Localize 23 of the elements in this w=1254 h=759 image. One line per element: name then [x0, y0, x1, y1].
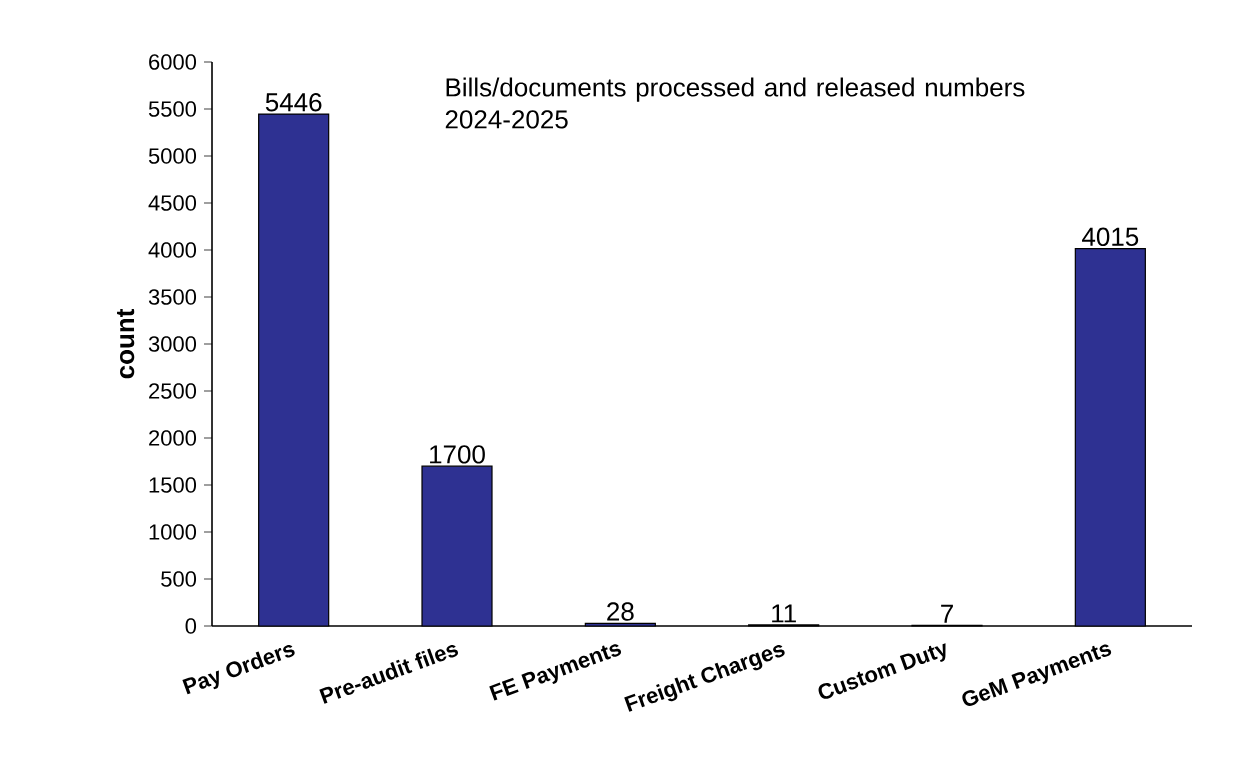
x-tick-label: Pay Orders	[182, 645, 295, 695]
y-tick-label: 4000	[148, 242, 197, 258]
y-tick-label: 2000	[149, 430, 197, 446]
data-label: 5446	[265, 93, 322, 112]
y-tick-label: 4500	[148, 195, 197, 211]
y-tick-label: 0	[185, 618, 197, 634]
y-tick-label: 5000	[148, 148, 197, 164]
y-tick-label: 1500	[149, 477, 197, 493]
data-label: 28	[607, 602, 634, 621]
y-tick-label: 3000	[148, 336, 197, 352]
data-label: 1700	[430, 445, 485, 464]
text: Bills/documents processed and released numbers 2024-2025	[445, 77, 1025, 129]
y-tick-label: 500	[161, 571, 197, 587]
data-label: 7	[941, 604, 953, 623]
y-tick-label: 5500	[148, 101, 197, 117]
y-tick-label: 2500	[149, 383, 197, 399]
x-tick-label: Custom Duty	[818, 643, 946, 699]
data-label: 11	[772, 604, 796, 623]
y-tick-label: 1000	[149, 524, 197, 540]
y-tick-label: 3500	[148, 289, 197, 305]
y-axis-title: count	[117, 308, 135, 379]
data-label: 4015	[1082, 227, 1139, 246]
y-tick-label: 6000	[149, 54, 197, 70]
